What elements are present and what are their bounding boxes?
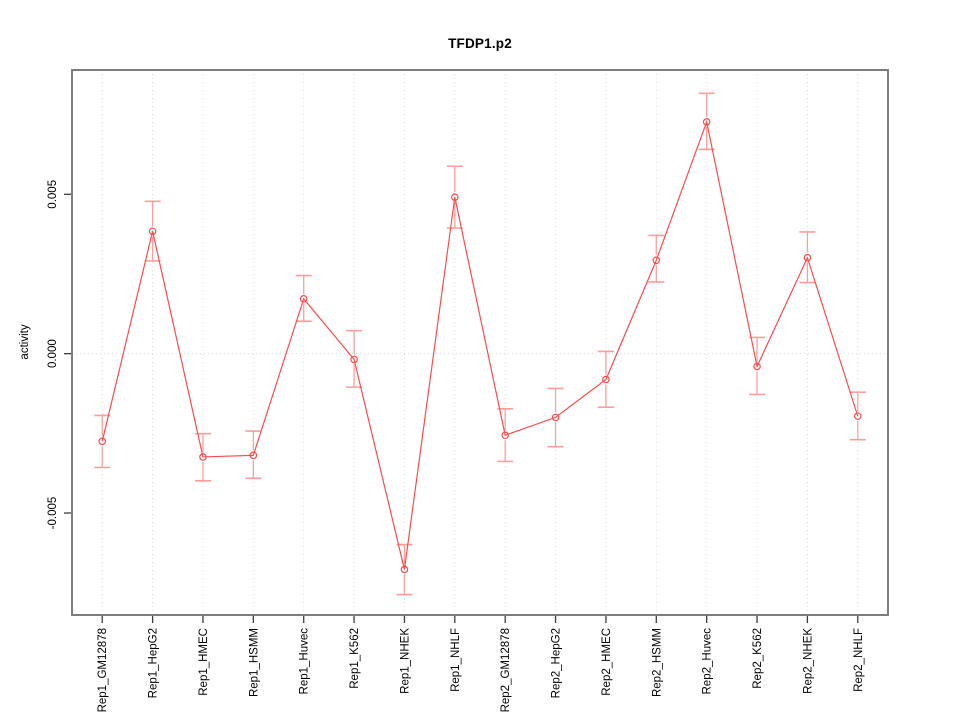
x-tick-label: Rep1_HMEC <box>198 628 210 696</box>
data-point <box>803 253 812 262</box>
data-point <box>350 355 358 364</box>
data-point <box>551 413 560 422</box>
data-point <box>98 437 107 446</box>
data-point <box>602 375 610 384</box>
x-tick-label: Rep2_NHLF <box>853 628 865 692</box>
data-point <box>753 362 761 371</box>
x-tick-label: Rep2_HepG2 <box>551 628 563 698</box>
data-point <box>148 227 157 236</box>
data-point <box>299 295 308 303</box>
y-axis: -0.005 0.000 0.005 <box>47 180 71 529</box>
data-points <box>98 118 862 574</box>
x-tick-label: Rep2_HSMM <box>651 628 663 697</box>
x-tick-label: Rep2_NHEK <box>802 628 814 694</box>
plot-frame <box>71 69 889 616</box>
y-tick-label: -0.005 <box>47 497 59 530</box>
data-point <box>702 118 711 126</box>
x-tick-label: Rep1_NHLF <box>450 628 462 692</box>
gridlines <box>72 70 888 615</box>
chart-title: TFDP1.p2 <box>448 36 512 51</box>
series-line <box>101 119 859 570</box>
x-tick-label: Rep1_HSMM <box>248 628 260 697</box>
x-tick-label: Rep1_GM12878 <box>97 628 109 712</box>
x-tick-label: Rep2_Huvec <box>702 628 714 695</box>
data-point <box>853 412 862 420</box>
x-axis: Rep1_GM12878 Rep1_HepG2 Rep1_HMEC Rep1_HSMM… <box>97 616 865 712</box>
x-tick-label: Rep1_NHEK <box>399 628 411 694</box>
data-point <box>249 451 258 460</box>
y-tick-label: 0.005 <box>47 180 59 209</box>
data-point <box>400 565 409 574</box>
x-tick-label: Rep2_GM12878 <box>500 628 512 712</box>
data-point <box>652 256 661 265</box>
y-tick-label: 0.000 <box>47 339 59 368</box>
x-tick-label: Rep2_HMEC <box>601 628 613 696</box>
data-point <box>451 193 459 201</box>
error-bars <box>94 92 866 596</box>
x-tick-label: Rep2_K562 <box>752 628 764 689</box>
x-tick-label: Rep1_Huvec <box>299 628 311 695</box>
data-point <box>199 453 207 461</box>
x-tick-label: Rep1_K562 <box>349 628 361 689</box>
x-tick-label: Rep1_HepG2 <box>148 628 160 698</box>
data-point <box>501 431 509 440</box>
